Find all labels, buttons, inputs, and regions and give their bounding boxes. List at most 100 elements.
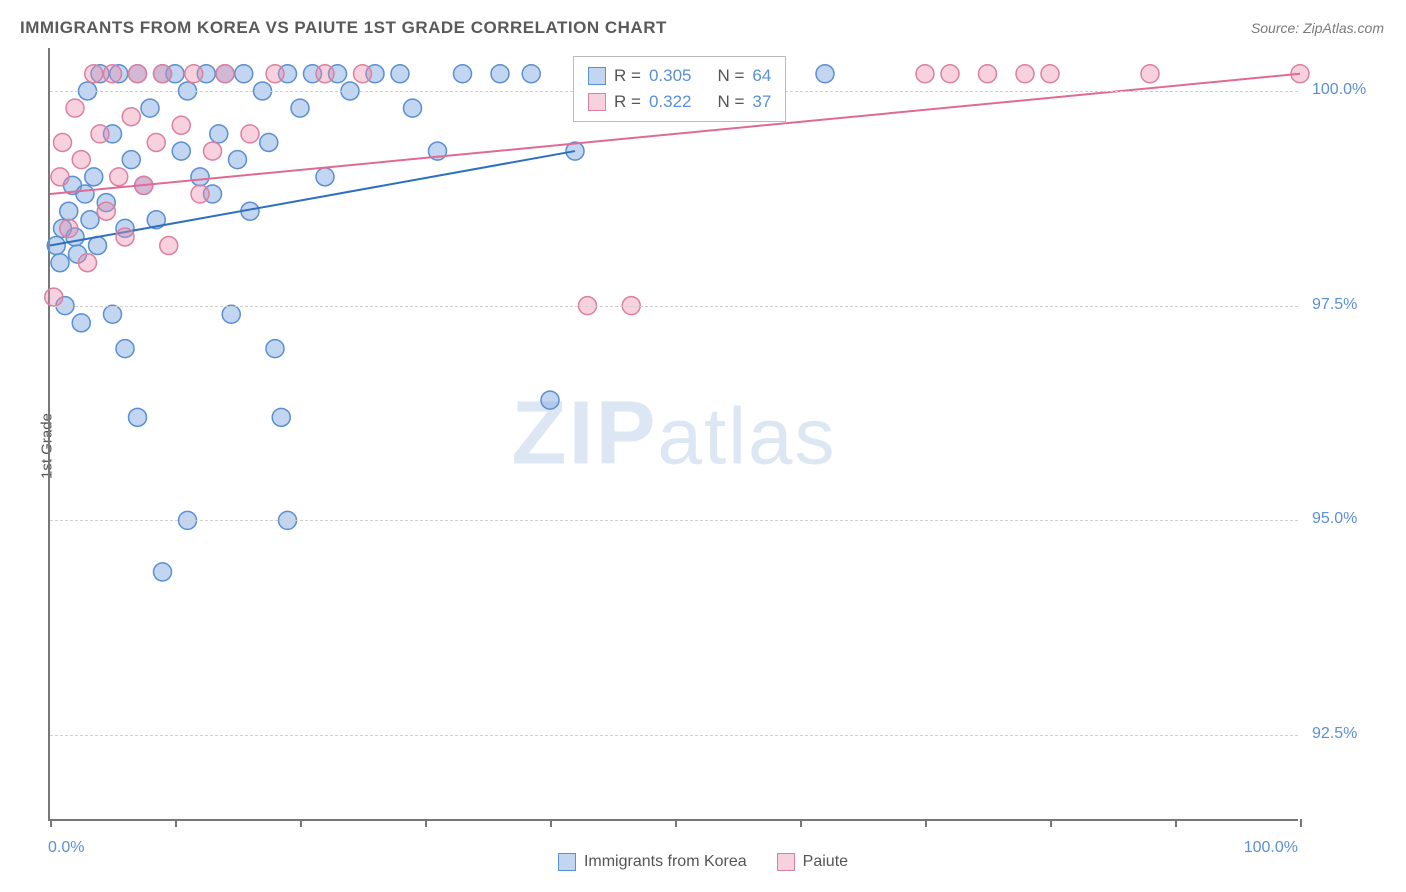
legend-item: Immigrants from Korea	[558, 853, 747, 871]
y-tick-label: 95.0%	[1312, 510, 1357, 528]
data-point	[916, 65, 934, 83]
chart-title: IMMIGRANTS FROM KOREA VS PAIUTE 1ST GRAD…	[20, 18, 667, 38]
data-point	[147, 133, 165, 151]
data-point	[60, 219, 78, 237]
data-point	[260, 133, 278, 151]
data-point	[222, 305, 240, 323]
x-tick	[175, 819, 177, 827]
data-point	[129, 65, 147, 83]
data-point	[154, 65, 172, 83]
data-point	[81, 211, 99, 229]
data-point	[97, 202, 115, 220]
y-tick-label: 92.5%	[1312, 725, 1357, 743]
data-point	[816, 65, 834, 83]
data-point	[141, 99, 159, 117]
data-point	[85, 168, 103, 186]
data-point	[241, 125, 259, 143]
legend-item: Paiute	[777, 853, 848, 871]
data-point	[76, 185, 94, 203]
r-value: 0.305	[649, 66, 692, 86]
data-point	[979, 65, 997, 83]
data-point	[1041, 65, 1059, 83]
data-point	[266, 65, 284, 83]
data-point	[47, 237, 65, 255]
legend-swatch	[588, 93, 606, 111]
x-tick	[800, 819, 802, 827]
data-point	[154, 563, 172, 581]
data-point	[454, 65, 472, 83]
data-point	[191, 185, 209, 203]
r-label: R =	[614, 92, 641, 112]
y-tick-label: 100.0%	[1312, 81, 1366, 99]
data-point	[104, 305, 122, 323]
n-label: N =	[717, 92, 744, 112]
x-tick	[1175, 819, 1177, 827]
data-point	[110, 168, 128, 186]
correlation-legend: R = 0.305 N = 64 R = 0.322 N = 37	[573, 56, 786, 122]
data-point	[89, 237, 107, 255]
data-point	[60, 202, 78, 220]
r-value: 0.322	[649, 92, 692, 112]
data-point	[316, 65, 334, 83]
scatter-svg	[50, 48, 1298, 819]
legend-row: R = 0.305 N = 64	[588, 63, 771, 89]
n-value: 64	[752, 66, 771, 86]
data-point	[172, 116, 190, 134]
data-point	[122, 108, 140, 126]
data-point	[72, 314, 90, 332]
series-legend: Immigrants from Korea Paiute	[0, 835, 1406, 888]
legend-label: Immigrants from Korea	[584, 853, 747, 871]
r-label: R =	[614, 66, 641, 86]
data-point	[216, 65, 234, 83]
data-point	[45, 288, 63, 306]
data-point	[941, 65, 959, 83]
x-tick	[425, 819, 427, 827]
y-tick-label: 97.5%	[1312, 296, 1357, 314]
gridline	[50, 735, 1298, 736]
n-value: 37	[752, 92, 771, 112]
data-point	[172, 142, 190, 160]
data-point	[522, 65, 540, 83]
data-point	[185, 65, 203, 83]
x-tick	[50, 819, 52, 827]
data-point	[51, 168, 69, 186]
data-point	[91, 125, 109, 143]
gridline	[50, 306, 1298, 307]
data-point	[235, 65, 253, 83]
data-point	[72, 151, 90, 169]
data-point	[54, 133, 72, 151]
plot-area: ZIPatlas	[48, 48, 1298, 821]
source-label: Source: ZipAtlas.com	[1251, 20, 1384, 36]
legend-label: Paiute	[803, 853, 848, 871]
data-point	[79, 254, 97, 272]
x-max-label: 100.0%	[1244, 839, 1298, 857]
data-point	[391, 65, 409, 83]
data-point	[1016, 65, 1034, 83]
data-point	[210, 125, 228, 143]
data-point	[85, 65, 103, 83]
data-point	[541, 391, 559, 409]
data-point	[354, 65, 372, 83]
legend-row: R = 0.322 N = 37	[588, 89, 771, 115]
data-point	[116, 340, 134, 358]
data-point	[66, 99, 84, 117]
data-point	[266, 340, 284, 358]
data-point	[229, 151, 247, 169]
x-tick	[300, 819, 302, 827]
n-label: N =	[717, 66, 744, 86]
legend-swatch	[588, 67, 606, 85]
x-tick	[1050, 819, 1052, 827]
data-point	[116, 228, 134, 246]
gridline	[50, 520, 1298, 521]
x-tick	[675, 819, 677, 827]
data-point	[204, 142, 222, 160]
x-tick	[550, 819, 552, 827]
data-point	[272, 408, 290, 426]
data-point	[1141, 65, 1159, 83]
data-point	[316, 168, 334, 186]
data-point	[51, 254, 69, 272]
data-point	[104, 65, 122, 83]
data-point	[129, 408, 147, 426]
x-tick	[925, 819, 927, 827]
data-point	[160, 237, 178, 255]
